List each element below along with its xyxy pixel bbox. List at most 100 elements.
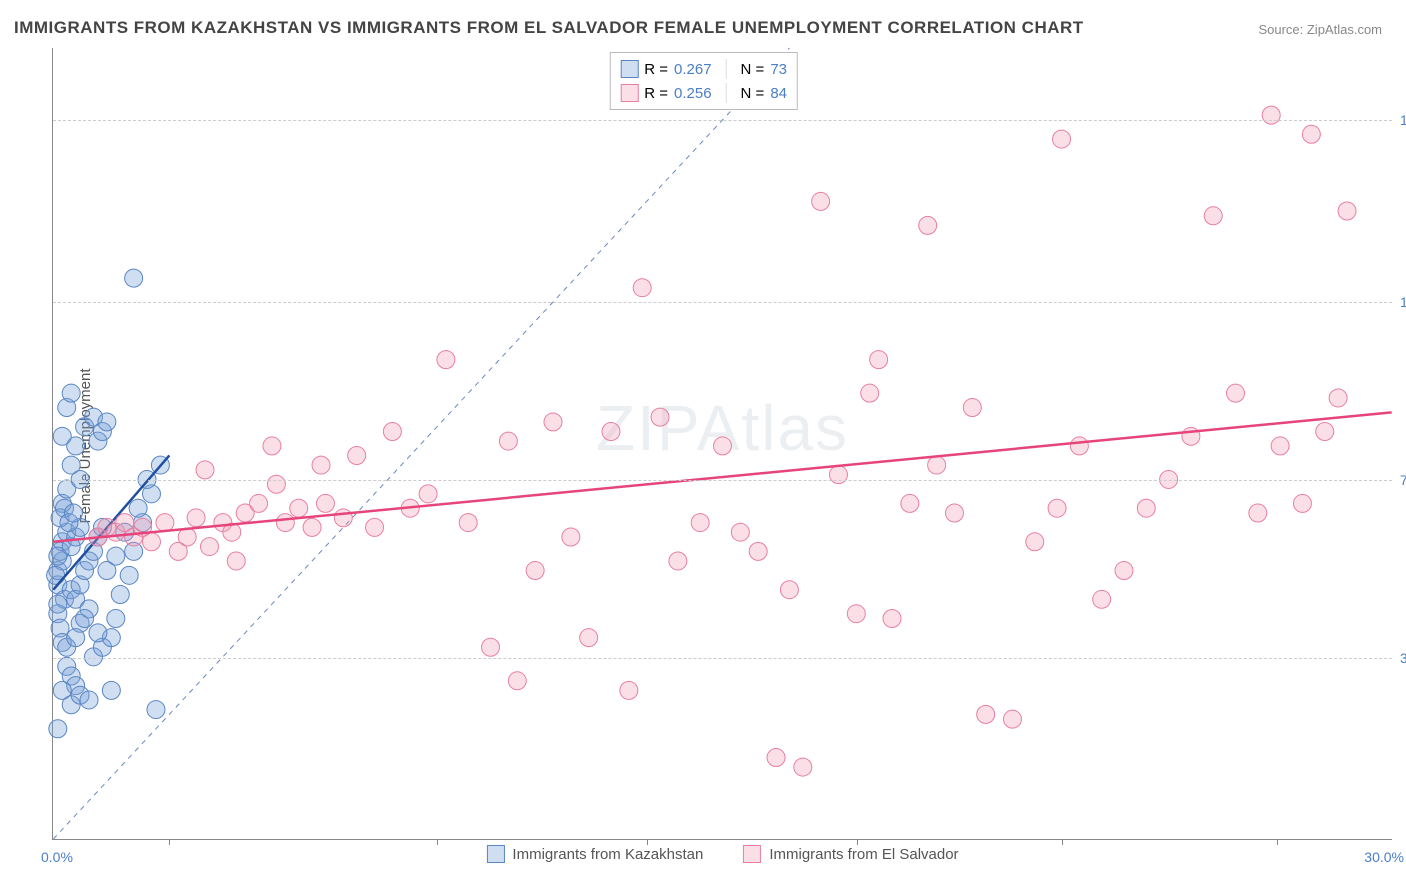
data-point	[196, 461, 214, 479]
data-point	[1329, 389, 1347, 407]
x-tick	[1062, 839, 1063, 845]
data-point	[1048, 499, 1066, 517]
data-point	[963, 399, 981, 417]
data-point	[928, 456, 946, 474]
legend-sep-icon	[726, 83, 727, 103]
data-point	[731, 523, 749, 541]
scatter-svg	[53, 48, 1392, 839]
data-point	[200, 538, 218, 556]
data-point	[147, 701, 165, 719]
x-min-label: 0.0%	[41, 849, 73, 865]
data-point	[602, 423, 620, 441]
data-point	[919, 216, 937, 234]
data-point	[482, 638, 500, 656]
data-point	[1070, 437, 1088, 455]
data-point	[901, 494, 919, 512]
gridline-h	[53, 480, 1392, 481]
data-point	[316, 494, 334, 512]
data-point	[125, 269, 143, 287]
source-label: Source: ZipAtlas.com	[1258, 22, 1382, 37]
x-tick	[647, 839, 648, 845]
bottom-legend: Immigrants from Kazakhstan Immigrants fr…	[486, 845, 958, 863]
data-point	[620, 681, 638, 699]
data-point	[53, 427, 71, 445]
data-point	[1227, 384, 1245, 402]
data-point	[1093, 590, 1111, 608]
data-point	[1302, 125, 1320, 143]
data-point	[187, 509, 205, 527]
data-point	[847, 605, 865, 623]
gridline-h	[53, 302, 1392, 303]
data-point	[267, 475, 285, 493]
data-point	[64, 504, 82, 522]
data-point	[1271, 437, 1289, 455]
data-point	[1003, 710, 1021, 728]
data-point	[111, 586, 129, 604]
data-point	[76, 609, 94, 627]
swatch-bottom-1	[486, 845, 504, 863]
data-point	[102, 681, 120, 699]
data-point	[544, 413, 562, 431]
data-point	[98, 413, 116, 431]
data-point	[812, 192, 830, 210]
data-point	[67, 629, 85, 647]
data-point	[366, 518, 384, 536]
swatch-series-2	[620, 84, 638, 102]
data-point	[870, 351, 888, 369]
y-tick-label: 15.0%	[1392, 112, 1406, 128]
r-value-1: 0.267	[674, 61, 712, 78]
swatch-bottom-2	[743, 845, 761, 863]
x-tick	[437, 839, 438, 845]
bottom-legend-item-2: Immigrants from El Salvador	[743, 845, 958, 863]
data-point	[499, 432, 517, 450]
x-tick	[169, 839, 170, 845]
data-point	[120, 566, 138, 584]
data-point	[156, 514, 174, 532]
data-point	[80, 691, 98, 709]
gridline-h	[53, 658, 1392, 659]
data-point	[419, 485, 437, 503]
data-point	[714, 437, 732, 455]
data-point	[1026, 533, 1044, 551]
legend-sep-icon	[726, 59, 727, 79]
x-tick	[857, 839, 858, 845]
data-point	[142, 533, 160, 551]
data-point	[945, 504, 963, 522]
data-point	[651, 408, 669, 426]
data-point	[669, 552, 687, 570]
data-point	[794, 758, 812, 776]
data-point	[883, 609, 901, 627]
data-point	[691, 514, 709, 532]
x-max-label: 30.0%	[1364, 849, 1404, 865]
data-point	[1204, 207, 1222, 225]
data-point	[780, 581, 798, 599]
data-point	[526, 562, 544, 580]
data-point	[749, 542, 767, 560]
plot-area: ZIPAtlas R = 0.267 N = 73 R = 0.256 N = …	[52, 48, 1392, 840]
series-name-2: Immigrants from El Salvador	[769, 846, 958, 863]
n-value-2: 84	[770, 85, 787, 102]
data-point	[767, 749, 785, 767]
data-point	[49, 595, 67, 613]
data-point	[383, 423, 401, 441]
y-tick-label: 11.2%	[1392, 294, 1406, 310]
r-label-1: R =	[644, 61, 668, 78]
data-point	[290, 499, 308, 517]
x-tick	[1277, 839, 1278, 845]
data-point	[1249, 504, 1267, 522]
r-value-2: 0.256	[674, 85, 712, 102]
legend-row-2: R = 0.256 N = 84	[620, 81, 787, 105]
data-point	[129, 499, 147, 517]
data-point	[1338, 202, 1356, 220]
y-tick-label: 3.8%	[1392, 650, 1406, 666]
data-point	[250, 494, 268, 512]
data-point	[1137, 499, 1155, 517]
data-point	[459, 514, 477, 532]
data-point	[276, 514, 294, 532]
data-point	[1316, 423, 1334, 441]
n-label-2: N =	[741, 85, 765, 102]
data-point	[1262, 106, 1280, 124]
bottom-legend-item-1: Immigrants from Kazakhstan	[486, 845, 703, 863]
data-point	[227, 552, 245, 570]
data-point	[49, 720, 67, 738]
